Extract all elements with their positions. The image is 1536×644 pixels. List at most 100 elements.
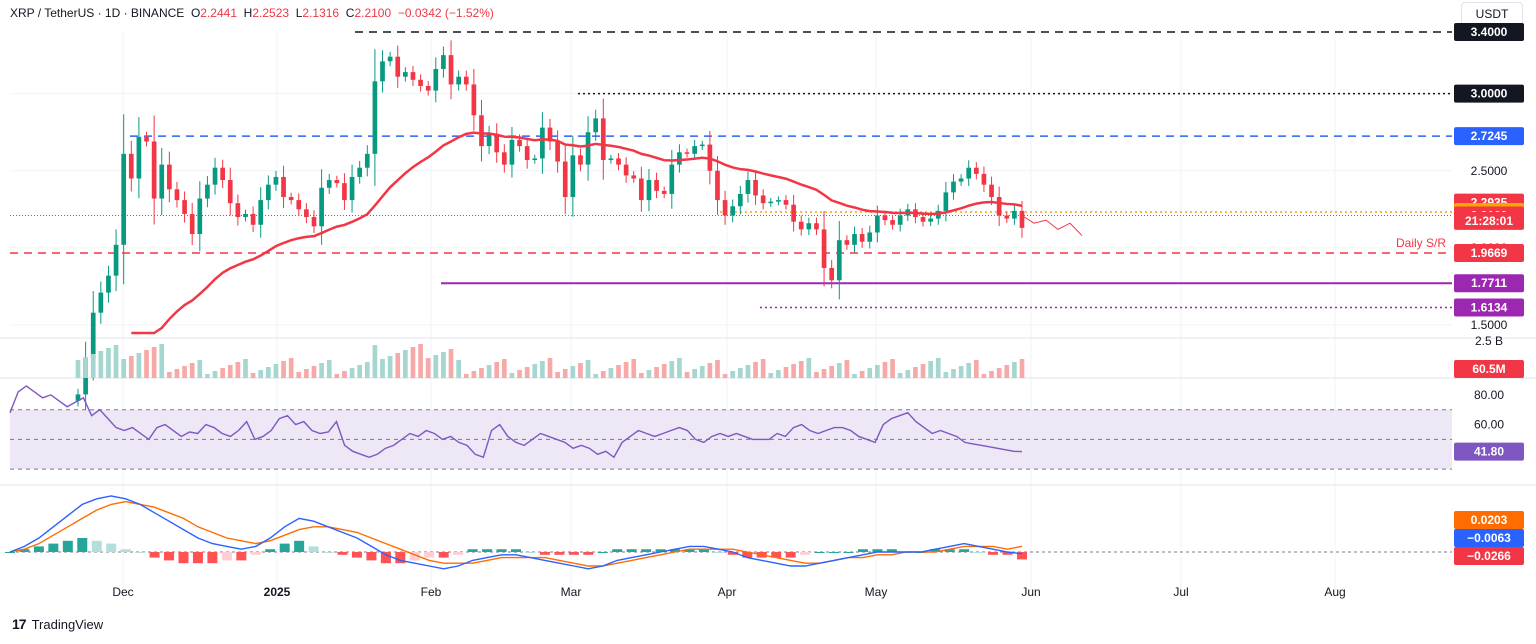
symbol-label[interactable]: XRP / TetherUS · 1D · BINANCE bbox=[10, 6, 185, 20]
volume-bar bbox=[829, 366, 835, 378]
volume-bar bbox=[722, 374, 728, 378]
candle-body bbox=[981, 173, 987, 185]
volume-bar bbox=[311, 366, 317, 378]
candle-body bbox=[928, 218, 933, 222]
volume-bar bbox=[996, 368, 1002, 378]
candle-body bbox=[608, 158, 614, 160]
tradingview-brand: TradingView bbox=[31, 616, 104, 632]
candle-body bbox=[996, 197, 1002, 216]
candle-body bbox=[433, 69, 439, 91]
tradingview-logo-icon: 17 bbox=[12, 616, 27, 632]
macd-histogram-bar bbox=[959, 549, 970, 552]
macd-histogram-bar bbox=[308, 546, 319, 552]
candle-body bbox=[456, 76, 461, 85]
candle-body bbox=[951, 181, 956, 193]
macd-histogram-bar bbox=[742, 552, 753, 558]
price-chart[interactable]: Daily S/R 3.40003.00002.72452.50002.2935… bbox=[0, 0, 1536, 610]
time-axis-label-Jun: Jun bbox=[1021, 585, 1040, 599]
change-value: −0.0342 (−1.52%) bbox=[397, 6, 494, 20]
candle-body bbox=[517, 139, 522, 147]
macd-histogram-bar bbox=[597, 552, 608, 553]
candle-body bbox=[220, 167, 225, 181]
volume-last-label: 60.5M bbox=[1472, 362, 1505, 376]
volume-bar bbox=[273, 364, 279, 378]
macd-histogram-bar bbox=[988, 552, 999, 555]
tradingview-footer[interactable]: 17 TradingView bbox=[12, 616, 103, 632]
macd-histogram-bar bbox=[250, 552, 261, 555]
candle-body bbox=[128, 153, 134, 179]
volume-bar bbox=[113, 345, 119, 378]
volume-bar bbox=[243, 359, 248, 378]
volume-bar bbox=[319, 363, 324, 378]
candle-body bbox=[821, 229, 827, 268]
candle-body bbox=[441, 55, 446, 70]
candle-body bbox=[471, 84, 477, 116]
candle-body bbox=[692, 146, 697, 154]
candle-body bbox=[814, 223, 819, 230]
volume-bar bbox=[608, 368, 614, 378]
price-axis-label-0: 3.4000 bbox=[1471, 25, 1508, 39]
candle-body bbox=[296, 200, 302, 210]
rsi-tick-60: 60.00 bbox=[1474, 418, 1504, 432]
volume-bar bbox=[197, 360, 203, 378]
macd-histogram-bar bbox=[149, 552, 160, 558]
candle-body bbox=[258, 200, 264, 225]
volume-bar bbox=[981, 374, 987, 378]
volume-bar bbox=[737, 368, 743, 378]
volume-last-label-bg bbox=[1454, 360, 1524, 378]
volume-bar bbox=[677, 358, 682, 378]
volume-bar bbox=[669, 361, 675, 378]
macd-histogram-bar bbox=[930, 549, 941, 552]
volume-bar bbox=[106, 348, 111, 378]
currency-button[interactable]: USDT bbox=[1461, 2, 1523, 26]
macd-histogram-bar bbox=[713, 552, 724, 553]
candle-body bbox=[859, 234, 865, 242]
macd-histogram-bar bbox=[294, 540, 305, 552]
volume-bar bbox=[1012, 362, 1017, 378]
candle-body bbox=[639, 178, 644, 201]
volume-bar bbox=[136, 353, 142, 378]
volume-bar bbox=[227, 365, 233, 378]
volume-bar bbox=[75, 360, 81, 378]
candle-body bbox=[699, 144, 705, 147]
macd-histogram-bar bbox=[641, 549, 652, 552]
macd-histogram-bar bbox=[236, 552, 247, 561]
macd-histogram-bar bbox=[612, 549, 623, 552]
volume-bar bbox=[151, 347, 157, 378]
volume-bar bbox=[570, 366, 576, 378]
candle-body bbox=[250, 213, 256, 225]
candle-body bbox=[669, 164, 675, 194]
volume-bar bbox=[479, 368, 484, 378]
candle-body bbox=[745, 180, 751, 194]
volume-bar bbox=[1019, 359, 1025, 378]
volume-bar bbox=[456, 360, 461, 378]
volume-bar bbox=[159, 344, 165, 378]
volume-bar bbox=[524, 367, 530, 378]
macd-histogram-bar bbox=[192, 552, 203, 564]
candle-body bbox=[98, 292, 104, 313]
volume-bar bbox=[220, 368, 225, 378]
candle-body bbox=[715, 170, 720, 201]
price-axis-label-2: 2.7245 bbox=[1471, 129, 1508, 143]
candle-body bbox=[753, 180, 758, 196]
volume-bar bbox=[600, 371, 606, 378]
candle-body bbox=[783, 200, 789, 205]
candle-body bbox=[136, 136, 142, 179]
volume-bar bbox=[174, 369, 180, 378]
volume-bar bbox=[403, 350, 408, 378]
macd-signal-value-bg bbox=[1454, 511, 1524, 529]
macd-signal-value: 0.0203 bbox=[1471, 513, 1508, 527]
volume-bar bbox=[425, 358, 431, 378]
candle-body bbox=[334, 180, 340, 184]
volume-bar bbox=[433, 355, 439, 378]
volume-bar bbox=[395, 353, 401, 378]
candle-body bbox=[189, 213, 195, 235]
candle-body bbox=[494, 133, 500, 153]
candle-body bbox=[265, 184, 271, 201]
macd-histogram-bar bbox=[886, 549, 897, 552]
volume-bar bbox=[441, 352, 446, 378]
volume-bar bbox=[387, 356, 393, 378]
candle-body bbox=[212, 167, 218, 185]
time-axis-label-Apr: Apr bbox=[718, 585, 737, 599]
volume-bar bbox=[897, 373, 903, 378]
